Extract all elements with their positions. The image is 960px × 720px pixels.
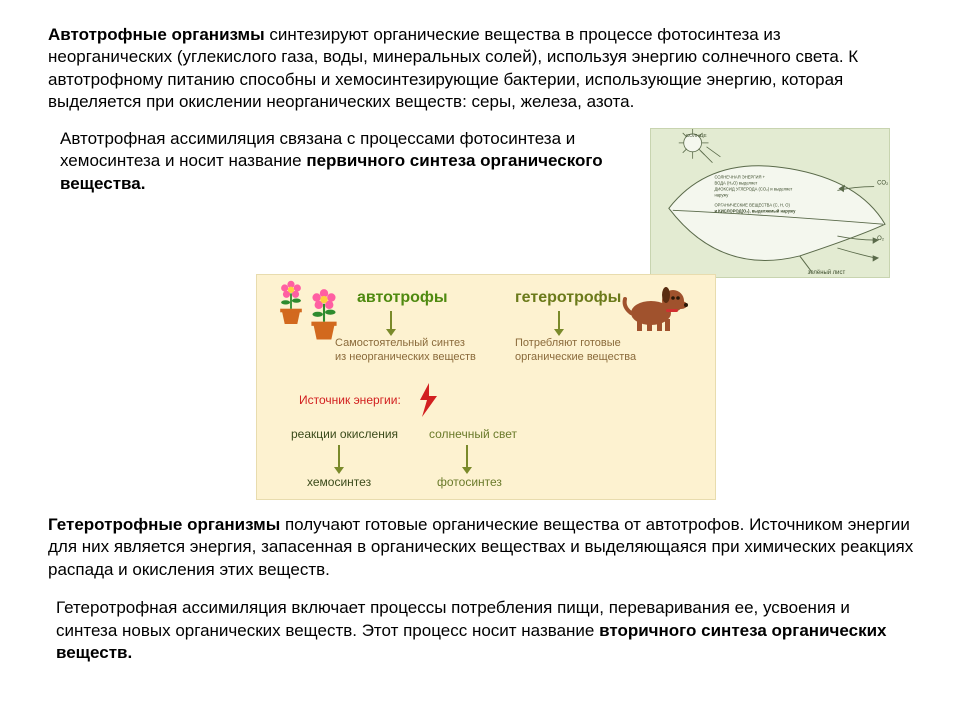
row-assimilation-and-leaf: Автотрофная ассимиляция связана с процес… bbox=[48, 128, 924, 278]
svg-text:наружу: наружу bbox=[714, 192, 729, 197]
diagram-label: Источник энергии: bbox=[299, 393, 401, 407]
svg-text:СОЛНЕЧНАЯ ЭНЕРГИЯ +: СОЛНЕЧНАЯ ЭНЕРГИЯ + bbox=[714, 174, 765, 179]
nutrition-diagram: автотрофы гетеротрофы Самостоятельный синт… bbox=[256, 274, 716, 500]
leaf-co2: CO₂ bbox=[877, 180, 889, 186]
leaf-svg: СОЛНЦЕ CO₂ O₂ СОЛНЕЧНАЯ ЭНЕРГИЯ + ВОДА (… bbox=[651, 129, 889, 278]
svg-text:ДИОКСИД УГЛЕРОДА (CO₂) и выдел: ДИОКСИД УГЛЕРОДА (CO₂) и выделяет bbox=[714, 186, 792, 191]
diagram-label: автотрофы bbox=[357, 289, 448, 307]
paragraph-secondary-synthesis: Гетеротрофная ассимиляция включает проце… bbox=[48, 597, 908, 664]
diagram-label: фотосинтез bbox=[437, 475, 502, 489]
diagram-label: Потребляют готовые bbox=[515, 337, 621, 349]
flower-icon bbox=[303, 287, 345, 342]
paragraph-heterotroph-def: Гетеротрофные организмы получают готовые… bbox=[48, 514, 918, 581]
diagram-label: реакции окисления bbox=[291, 427, 398, 441]
diagram-label: хемосинтез bbox=[307, 475, 371, 489]
svg-text:ВОДА (H₂O) выделяет: ВОДА (H₂O) выделяет bbox=[714, 180, 757, 185]
svg-text:ОРГАНИЧЕСКИЕ ВЕЩЕСТВА (C, H, O: ОРГАНИЧЕСКИЕ ВЕЩЕСТВА (C, H, O) bbox=[714, 202, 790, 207]
diagram-label: гетеротрофы bbox=[515, 289, 621, 307]
arrow-down-icon bbox=[552, 311, 566, 337]
diagram-wrap: автотрофы гетеротрофы Самостоятельный синт… bbox=[48, 274, 924, 500]
slide-root: Автотрофные организмы синтезируют органи… bbox=[0, 0, 960, 720]
diagram-label: органические вещества bbox=[515, 351, 636, 363]
term-autotroph: Автотрофные организмы bbox=[48, 25, 265, 44]
leaf-o2: O₂ bbox=[877, 236, 885, 242]
svg-text:и КИСЛОРОД(O₂), выделяемый нар: и КИСЛОРОД(O₂), выделяемый наружу bbox=[714, 208, 796, 213]
diagram-label: из неорганических веществ bbox=[335, 351, 476, 363]
paragraph-primary-synthesis: Автотрофная ассимиляция связана с процес… bbox=[60, 128, 630, 195]
sun-label: СОЛНЦЕ bbox=[686, 133, 708, 139]
leaf-caption: зелёный лист bbox=[808, 269, 846, 276]
diagram-label: Самостоятельный синтез bbox=[335, 337, 465, 349]
dog-icon bbox=[617, 283, 691, 333]
arrow-down-icon bbox=[384, 311, 398, 337]
diagram-label: солнечный свет bbox=[429, 427, 517, 441]
arrow-down-icon bbox=[332, 445, 346, 475]
paragraph-autotroph-def: Автотрофные организмы синтезируют органи… bbox=[48, 24, 888, 114]
arrow-down-icon bbox=[460, 445, 474, 475]
lightning-bolt-icon bbox=[417, 383, 439, 417]
term-heterotroph: Гетеротрофные организмы bbox=[48, 515, 280, 534]
leaf-diagram: СОЛНЦЕ CO₂ O₂ СОЛНЕЧНАЯ ЭНЕРГИЯ + ВОДА (… bbox=[650, 128, 890, 278]
